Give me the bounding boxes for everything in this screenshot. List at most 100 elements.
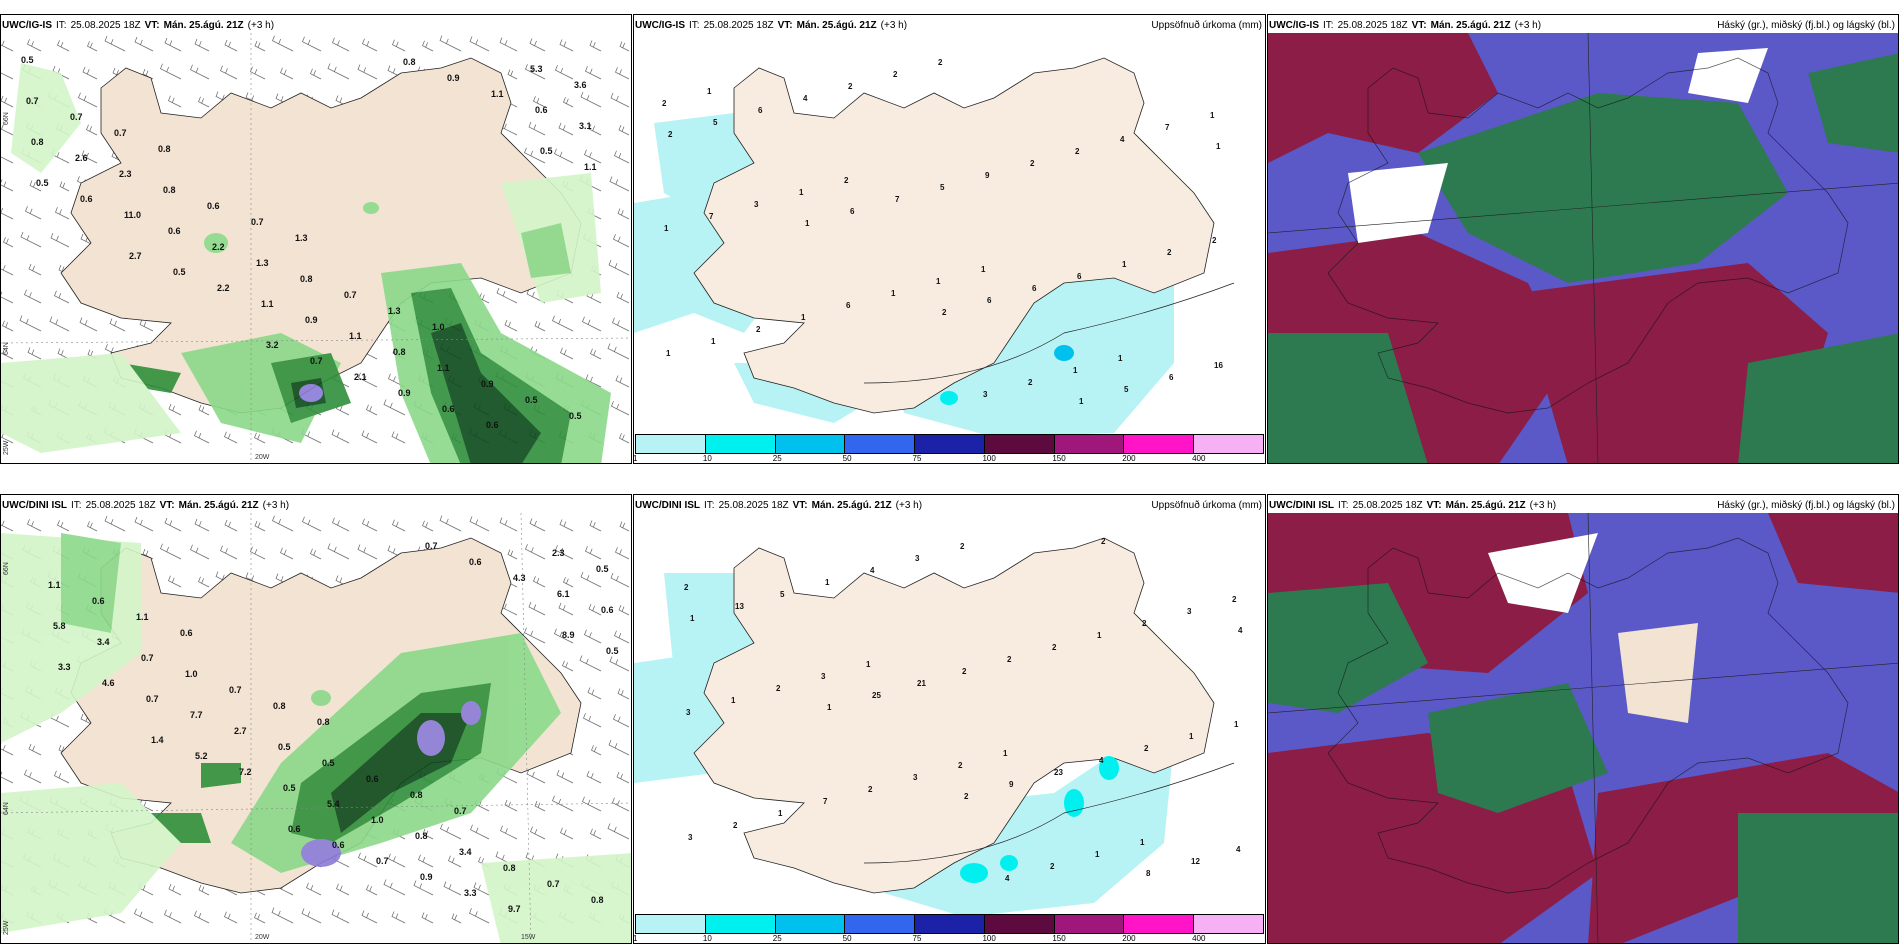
colorbar-labels: 1 10 25 50 75 100 150 200 400	[634, 934, 1264, 943]
panel-header: UWC/DINI ISL IT: 25.08.2025 18Z VT: Mán.…	[635, 498, 1262, 512]
value-label: 0.9	[447, 73, 460, 83]
wind-barb	[582, 316, 602, 332]
value-label: 0.7	[454, 806, 467, 816]
colorbar-segment	[845, 435, 916, 453]
wind-barb	[224, 911, 238, 924]
panel-header: UWC/DINI ISL IT: 25.08.2025 18Z VT: Mán.…	[1269, 498, 1895, 512]
wind-barb	[618, 124, 630, 136]
value-label: 3.3	[464, 888, 477, 898]
value-label: 2	[1052, 643, 1057, 652]
iceland-map: 0.5 0.8 1.3 1.0 0.5 0.7 0.7 1.3 0.5 0.7 0.6 0.7 0.9 0…	[1, 33, 631, 463]
wind-barb	[607, 343, 630, 360]
value-label: 1.0	[432, 322, 445, 332]
value-label: 6	[846, 301, 851, 310]
wind-barb	[331, 909, 350, 924]
wind-barb	[580, 571, 602, 588]
value-label: 2	[848, 82, 853, 91]
lon-label-25w: 25W	[3, 440, 10, 455]
wind-barb	[1, 291, 14, 304]
colorbar-segment	[1124, 435, 1195, 453]
value-label: 2	[1167, 248, 1172, 257]
colorbar-tick-label: 400	[1192, 454, 1206, 463]
value-label: 0.5	[173, 267, 186, 277]
value-label: 2	[1050, 862, 1055, 871]
wind-barb	[613, 714, 630, 728]
wind-barb	[529, 38, 546, 52]
it-value: 25.08.2025 18Z	[718, 499, 789, 511]
wind-barb	[86, 124, 98, 136]
wind-barb	[168, 95, 182, 108]
value-label: 1.3	[295, 233, 308, 243]
value-label: 1	[778, 809, 783, 818]
value-label: 6.1	[557, 589, 570, 599]
panel-title: Uppsöfnuð úrkoma (mm)	[1151, 499, 1262, 511]
wind-barb	[528, 121, 546, 136]
wind-barb	[168, 575, 182, 588]
wind-barb	[616, 291, 630, 304]
value-label: 4	[870, 566, 875, 575]
panel-title: Háský (gr.), miðský (fj.bl.) og lágský (…	[1717, 499, 1895, 511]
value-label: 5	[940, 183, 945, 192]
wind-barb	[615, 375, 630, 388]
panel-header: UWC/IG-IS IT: 25.08.2025 18Z VT: Mán. 25…	[1269, 18, 1895, 32]
wind-barb	[608, 259, 630, 276]
wind-barb	[504, 799, 518, 812]
value-label: 1	[1210, 111, 1215, 120]
value-label: 2	[1232, 595, 1237, 604]
colorbar-tick-label: 200	[1122, 454, 1136, 463]
wind-barb	[413, 880, 434, 896]
wind-barb	[366, 404, 378, 416]
wind-barb	[552, 795, 574, 812]
wind-barb	[49, 316, 70, 332]
colorbar-segment	[1054, 435, 1125, 453]
value-label: 1	[1118, 354, 1123, 363]
value-label: 5.3	[530, 64, 543, 74]
value-label: 4.6	[102, 678, 115, 688]
wind-barb	[28, 743, 42, 756]
wind-barb	[27, 39, 42, 52]
wind-barb	[524, 627, 546, 644]
value-label: 0.7	[310, 356, 323, 366]
wind-barb	[198, 884, 210, 896]
value-label: 0.6	[469, 557, 482, 567]
wind-barb	[588, 123, 602, 136]
wind-barb	[301, 908, 322, 924]
value-label: 3.4	[97, 637, 110, 647]
value-label: 11.0	[124, 210, 141, 220]
value-label: 0.5	[322, 758, 335, 768]
wind-barb	[552, 315, 574, 332]
value-label: 7.2	[239, 767, 252, 777]
wind-barb	[1, 95, 14, 108]
wind-barb	[579, 655, 602, 672]
lat-label-66n: 66N	[3, 112, 10, 125]
value-label: 2	[960, 542, 965, 551]
value-label: 0.7	[114, 128, 127, 138]
colorbar-tick-label: 400	[1192, 934, 1206, 943]
vt-value: Mán. 25.ágú. 21Z	[796, 19, 877, 31]
value-label: 16	[1214, 361, 1223, 370]
wind-barb	[612, 797, 630, 812]
it-label: IT:	[1323, 19, 1334, 31]
wind-barb	[525, 64, 546, 80]
colorbar-tick-label: 150	[1052, 454, 1066, 463]
wind-barb	[617, 208, 630, 220]
value-label: 1	[799, 188, 804, 197]
wind-barb	[589, 40, 602, 52]
value-label: 4	[1120, 135, 1125, 144]
wind-barb	[220, 545, 238, 560]
wind-barb	[609, 176, 630, 192]
value-label: 6	[1077, 272, 1082, 281]
lead-time: (+3 h)	[262, 499, 290, 511]
wind-barb	[533, 576, 546, 588]
wind-barb	[616, 771, 630, 784]
value-label: 1	[1003, 749, 1008, 758]
wind-barb	[388, 853, 406, 868]
value-label: 2	[868, 785, 873, 794]
value-label: 0.5	[540, 146, 553, 156]
value-label: 2	[1075, 147, 1080, 156]
wind-barb	[280, 67, 294, 80]
wind-barb	[529, 518, 546, 532]
wind-barb	[198, 96, 210, 108]
wind-barb	[580, 91, 602, 108]
wind-barb	[530, 826, 546, 840]
